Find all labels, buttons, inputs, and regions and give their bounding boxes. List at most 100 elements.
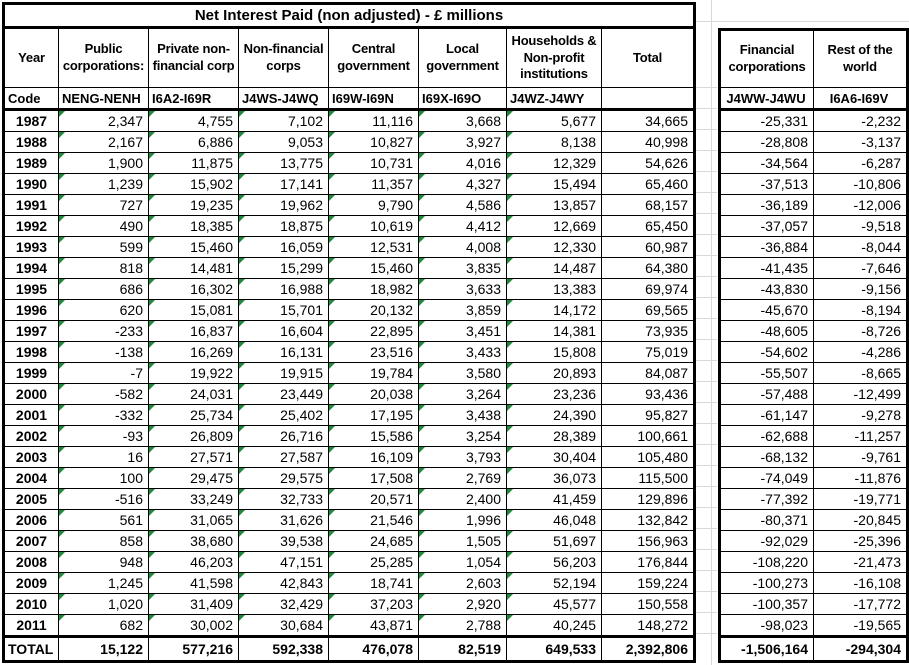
value-cell[interactable]: 15,460 [328,257,419,279]
value-cell[interactable]: 52,194 [506,572,602,594]
value-cell[interactable]: 34,665 [601,109,695,132]
value-cell[interactable]: 29,475 [148,467,239,489]
value-cell[interactable]: -45,670 [719,299,814,321]
value-cell[interactable]: 105,480 [601,446,695,468]
value-cell[interactable]: 6,886 [148,131,239,153]
column-header[interactable]: Central government [328,27,419,88]
value-cell[interactable]: -6,287 [813,152,908,174]
value-cell[interactable]: 15,460 [148,236,239,258]
value-cell[interactable]: 14,172 [506,299,602,321]
value-cell[interactable]: 41,598 [148,572,239,594]
value-cell[interactable]: -4,286 [813,341,908,363]
value-cell[interactable]: -8,194 [813,299,908,321]
value-cell[interactable]: 11,875 [148,152,239,174]
value-cell[interactable]: 75,019 [601,341,695,363]
year-cell[interactable]: 1987 [3,109,59,132]
value-cell[interactable]: 69,974 [601,278,695,300]
code-cell[interactable]: J4WZ-J4WY [506,87,602,111]
column-header[interactable]: Non-financial corps [238,27,329,88]
total-label[interactable]: TOTAL [3,635,59,662]
value-cell[interactable]: -77,392 [719,488,814,510]
value-cell[interactable]: 37,203 [328,593,419,615]
total-cell[interactable]: 592,338 [238,635,329,662]
value-cell[interactable]: 51,697 [506,530,602,552]
value-cell[interactable]: 26,716 [238,425,329,447]
value-cell[interactable]: -7,646 [813,257,908,279]
value-cell[interactable]: 16,109 [328,446,419,468]
code-cell[interactable]: I6A6-I69V [813,87,908,111]
value-cell[interactable]: 5,677 [506,109,602,132]
value-cell[interactable]: 4,008 [418,236,507,258]
value-cell[interactable]: 858 [58,530,149,552]
value-cell[interactable]: 948 [58,551,149,573]
value-cell[interactable]: 31,626 [238,509,329,531]
value-cell[interactable]: 73,935 [601,320,695,342]
value-cell[interactable]: 45,577 [506,593,602,615]
year-cell[interactable]: 2002 [3,425,59,447]
value-cell[interactable]: -68,132 [719,446,814,468]
value-cell[interactable]: -34,564 [719,152,814,174]
column-header[interactable]: Financial corporations [719,29,814,88]
value-cell[interactable]: -80,371 [719,509,814,531]
total-cell[interactable]: 82,519 [418,635,507,662]
value-cell[interactable]: 20,571 [328,488,419,510]
total-cell[interactable]: 15,122 [58,635,149,662]
value-cell[interactable]: -12,499 [813,383,908,405]
value-cell[interactable]: 490 [58,215,149,237]
total-cell[interactable]: 2,392,806 [601,635,695,662]
value-cell[interactable]: -61,147 [719,404,814,426]
value-cell[interactable]: -48,605 [719,320,814,342]
value-cell[interactable]: 25,734 [148,404,239,426]
code-label[interactable]: Code [3,87,59,111]
value-cell[interactable]: 2,400 [418,488,507,510]
value-cell[interactable]: -37,057 [719,215,814,237]
value-cell[interactable]: 3,433 [418,341,507,363]
year-cell[interactable]: 1999 [3,362,59,384]
year-cell[interactable]: 1988 [3,131,59,153]
value-cell[interactable]: 24,685 [328,530,419,552]
value-cell[interactable]: 23,449 [238,383,329,405]
value-cell[interactable]: 25,402 [238,404,329,426]
value-cell[interactable]: 686 [58,278,149,300]
value-cell[interactable]: 16,059 [238,236,329,258]
value-cell[interactable]: -9,761 [813,446,908,468]
value-cell[interactable]: -582 [58,383,149,405]
value-cell[interactable]: -8,726 [813,320,908,342]
value-cell[interactable]: 3,264 [418,383,507,405]
value-cell[interactable]: 3,438 [418,404,507,426]
value-cell[interactable]: 3,927 [418,131,507,153]
value-cell[interactable]: -108,220 [719,551,814,573]
year-cell[interactable]: 2010 [3,593,59,615]
value-cell[interactable]: -9,518 [813,215,908,237]
value-cell[interactable]: 16,837 [148,320,239,342]
value-cell[interactable]: 4,586 [418,194,507,216]
value-cell[interactable]: 31,065 [148,509,239,531]
value-cell[interactable]: 7,102 [238,109,329,132]
value-cell[interactable]: 1,239 [58,173,149,195]
table-title[interactable]: Net Interest Paid (non adjusted) - £ mil… [3,3,695,29]
value-cell[interactable]: 3,859 [418,299,507,321]
value-cell[interactable]: -74,049 [719,467,814,489]
value-cell[interactable]: 150,558 [601,593,695,615]
value-cell[interactable]: 18,741 [328,572,419,594]
year-cell[interactable]: 2004 [3,467,59,489]
value-cell[interactable]: 12,531 [328,236,419,258]
value-cell[interactable]: -138 [58,341,149,363]
value-cell[interactable]: -516 [58,488,149,510]
value-cell[interactable]: 30,002 [148,614,239,637]
value-cell[interactable]: 32,733 [238,488,329,510]
value-cell[interactable]: 46,048 [506,509,602,531]
code-cell[interactable]: J4WS-J4WQ [238,87,329,111]
value-cell[interactable]: 23,236 [506,383,602,405]
value-cell[interactable]: 3,793 [418,446,507,468]
value-cell[interactable]: 18,875 [238,215,329,237]
value-cell[interactable]: 2,603 [418,572,507,594]
value-cell[interactable]: 31,409 [148,593,239,615]
value-cell[interactable]: 11,357 [328,173,419,195]
value-cell[interactable]: 13,775 [238,152,329,174]
value-cell[interactable]: 727 [58,194,149,216]
value-cell[interactable]: 2,920 [418,593,507,615]
value-cell[interactable]: -10,806 [813,173,908,195]
value-cell[interactable]: 18,385 [148,215,239,237]
value-cell[interactable]: 25,285 [328,551,419,573]
